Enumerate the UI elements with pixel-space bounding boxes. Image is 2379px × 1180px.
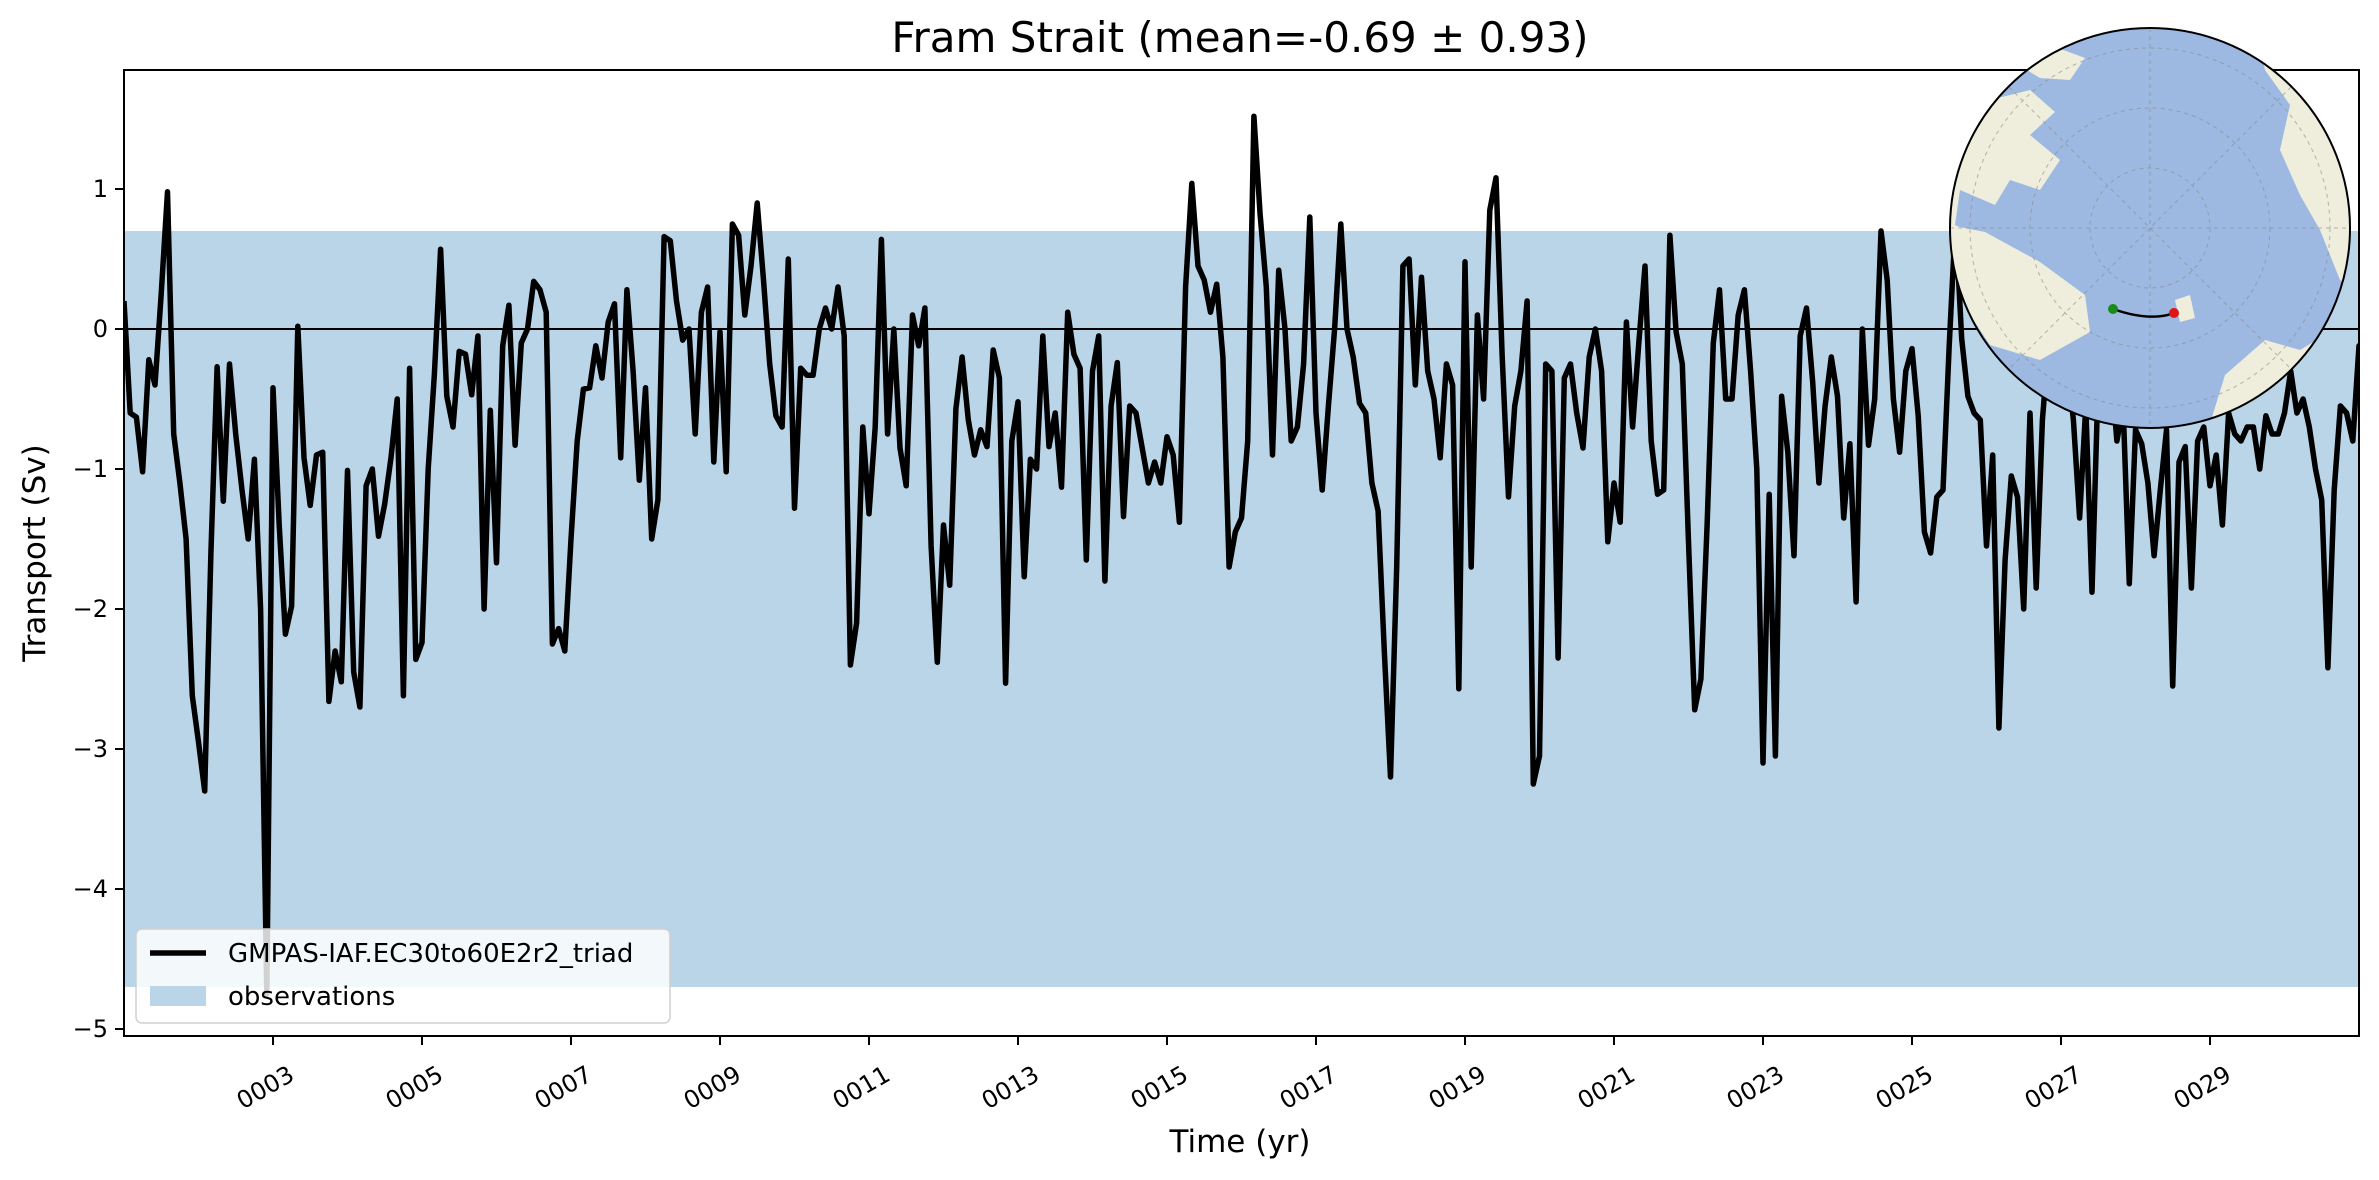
- y-tick-label: −1: [73, 455, 108, 483]
- land-svalbard: [2175, 295, 2195, 322]
- land-canadian-islands: [1985, 45, 2085, 160]
- x-tick-label: 0021: [1573, 1060, 1640, 1115]
- y-tick-label: −2: [73, 595, 108, 623]
- map-border: [1949, 27, 2351, 429]
- legend-label-model: GMPAS-IAF.EC30to60E2r2_triad: [228, 939, 633, 969]
- map-graticule: [1950, 28, 2350, 428]
- x-tick-label: 0019: [1424, 1060, 1491, 1115]
- transect-end-marker: [2169, 308, 2179, 318]
- x-tick-label: 0013: [977, 1060, 1044, 1115]
- y-axis-label: Transport (Sv): [17, 444, 53, 663]
- y-tick-label: −3: [73, 735, 108, 763]
- y-tick-label: −5: [73, 1015, 108, 1043]
- x-tick-label: 0003: [232, 1060, 299, 1115]
- y-axis: −5 −4 −3 −2 −1 0 1: [73, 175, 124, 1043]
- y-tick-label: 0: [93, 315, 108, 343]
- legend-label-observations: observations: [228, 982, 395, 1012]
- observations-band: [124, 231, 2359, 987]
- transect-start-marker: [2108, 304, 2118, 314]
- legend: GMPAS-IAF.EC30to60E2r2_triad observation…: [135, 928, 671, 1024]
- x-tick-label: 0009: [679, 1060, 746, 1115]
- chart-title: Fram Strait (mean=-0.69 ± 0.93): [891, 13, 1588, 62]
- legend-patch-swatch: [150, 986, 206, 1006]
- land-greenland: [1950, 225, 2090, 360]
- x-tick-label: 0011: [828, 1060, 895, 1115]
- x-tick-label: 0027: [2020, 1060, 2087, 1115]
- land-eurasia: [2255, 28, 2350, 290]
- x-tick-label: 0007: [530, 1060, 597, 1115]
- y-tick-label: 1: [93, 175, 108, 203]
- y-tick-label: −4: [73, 875, 108, 903]
- x-tick-label: 0023: [1722, 1060, 1789, 1115]
- x-tick-label: 0017: [1275, 1060, 1342, 1115]
- x-tick-label: 0029: [2169, 1060, 2236, 1115]
- plot-frame: [123, 69, 2360, 1037]
- legend-box: [135, 928, 671, 1024]
- x-axis: 0003 0005 0007 0009 0011 0013 0015 0017 0019 0021…: [232, 1036, 2236, 1115]
- transport-series-line: [124, 113, 2359, 997]
- x-axis-label: Time (yr): [1169, 1124, 1311, 1160]
- x-tick-label: 0015: [1126, 1060, 1193, 1115]
- x-tick-label: 0025: [1871, 1060, 1938, 1115]
- x-tick-label: 0005: [381, 1060, 448, 1115]
